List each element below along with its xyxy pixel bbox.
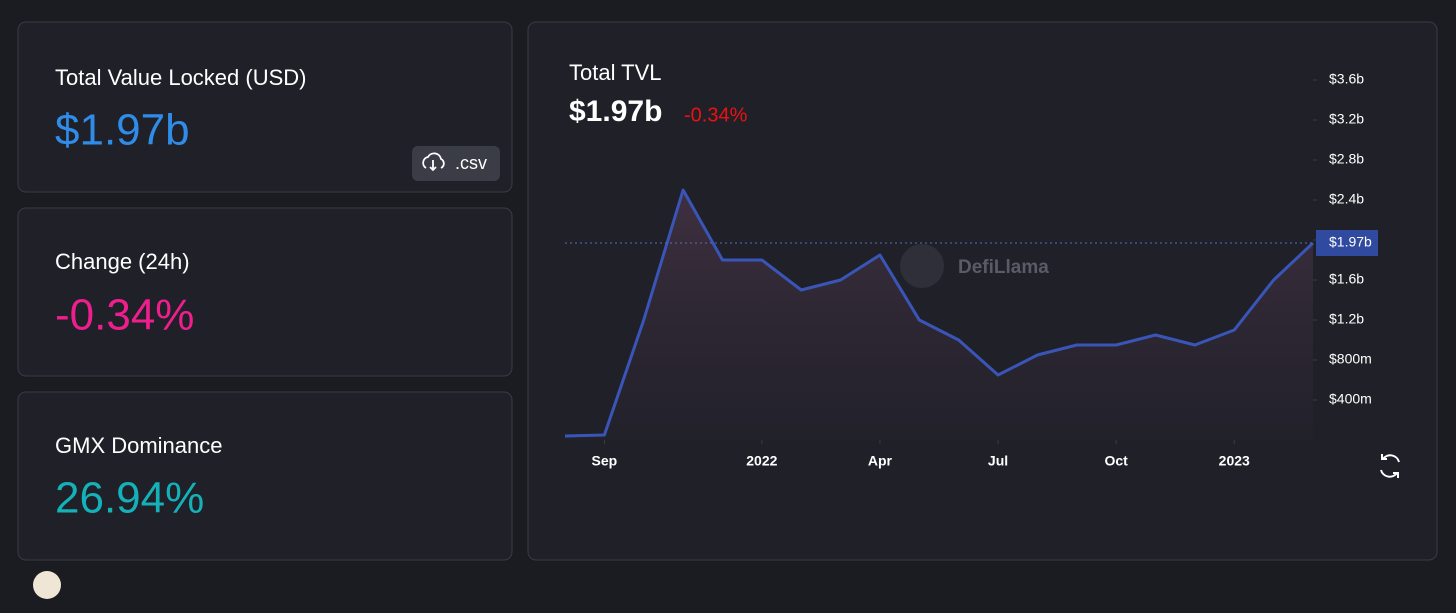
chart-title: Total TVL — [569, 60, 662, 85]
card — [17, 21, 513, 193]
chart-value: $1.97b — [569, 95, 662, 128]
card-value: -0.34% — [55, 291, 194, 340]
x-tick-label: Sep — [592, 453, 618, 469]
card-title: Total Value Locked (USD) — [55, 65, 307, 90]
card-title: GMX Dominance — [55, 433, 223, 458]
y-tick-label: $2.8b — [1329, 151, 1364, 167]
y-tick-label: $2.4b — [1329, 191, 1364, 207]
marker-box — [1316, 230, 1378, 256]
card — [17, 391, 513, 561]
card-value: $1.97b — [55, 106, 190, 155]
csv-label: .csv — [455, 153, 487, 173]
card-title: Change (24h) — [55, 249, 190, 274]
y-tick-label: $400m — [1329, 391, 1372, 407]
y-tick-label: $3.2b — [1329, 111, 1364, 127]
card — [17, 207, 513, 377]
card-value: 26.94% — [55, 474, 204, 523]
x-tick-label: Oct — [1104, 453, 1128, 469]
line — [564, 188, 1315, 438]
watermark-logo — [900, 244, 944, 288]
y-tick-label: $800m — [1329, 351, 1372, 367]
y-tick-label: $1.2b — [1329, 311, 1364, 327]
watermark: DefiLlama — [958, 257, 1049, 278]
x-tick-label: 2023 — [1219, 453, 1250, 469]
x-tick-label: Jul — [988, 453, 1008, 469]
chart-change: -0.34% — [684, 104, 748, 126]
mascot — [33, 571, 61, 599]
area — [565, 190, 1313, 440]
y-tick-label: $1.6b — [1329, 271, 1364, 287]
x-tick-label: 2022 — [746, 453, 777, 469]
download-icon — [422, 152, 445, 172]
marker-label: $1.97b — [1329, 234, 1372, 250]
csv-button[interactable] — [412, 146, 500, 181]
x-tick-label: Apr — [868, 453, 893, 469]
refresh-icon[interactable] — [1380, 454, 1400, 478]
y-tick-label: $3.6b — [1329, 71, 1364, 87]
